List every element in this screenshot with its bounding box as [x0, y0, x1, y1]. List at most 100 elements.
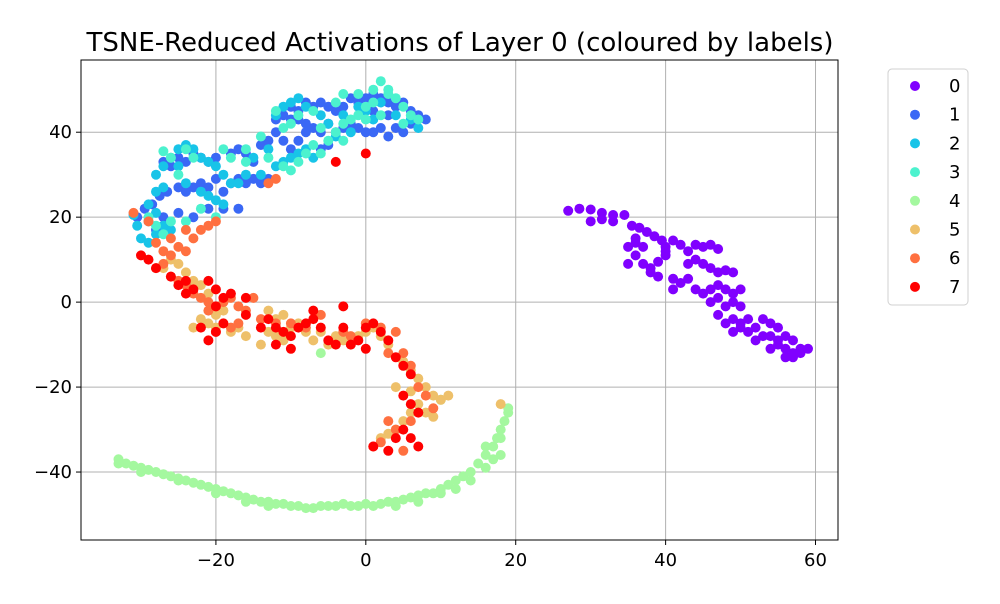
axis-ticks: −20 0 20 40 60 −40 −20 0 20 40 [34, 122, 827, 571]
data-point-label-5 [180, 267, 191, 278]
data-point-label-0 [735, 301, 746, 312]
data-point-label-3 [315, 148, 326, 159]
data-point-label-0 [668, 235, 679, 246]
data-point-label-7 [345, 339, 356, 350]
data-point-label-3 [151, 220, 161, 231]
data-point-label-2 [165, 224, 176, 235]
data-point-label-4 [360, 498, 371, 509]
data-point-label-2 [308, 152, 319, 163]
data-point-label-3 [375, 110, 386, 121]
series-4 [113, 348, 514, 514]
data-point-label-6 [315, 309, 326, 320]
data-point-label-4 [398, 494, 409, 505]
data-point-label-1 [180, 156, 191, 167]
data-point-label-0 [649, 231, 660, 242]
data-point-label-2 [285, 152, 296, 163]
data-point-label-3 [188, 152, 199, 163]
data-point-label-3 [360, 114, 371, 125]
data-point-label-3 [293, 156, 304, 167]
data-point-label-7 [368, 318, 379, 329]
data-point-label-0 [803, 343, 813, 354]
data-point-label-1 [375, 123, 386, 133]
data-point-label-3 [270, 106, 281, 116]
data-point-label-4 [315, 501, 326, 511]
data-point-label-6 [180, 246, 191, 257]
data-point-label-0 [698, 258, 709, 269]
data-point-label-2 [293, 93, 304, 104]
data-point-label-1 [368, 106, 379, 116]
data-point-label-7 [210, 284, 221, 295]
data-point-label-1 [398, 127, 409, 138]
data-point-label-0 [690, 254, 701, 265]
data-point-label-2 [285, 97, 296, 108]
data-point-label-1 [360, 93, 371, 104]
data-point-label-5 [308, 335, 319, 346]
data-point-label-1 [383, 97, 394, 108]
data-point-label-4 [255, 496, 266, 507]
data-point-label-4 [495, 433, 506, 444]
data-point-label-1 [390, 123, 401, 133]
data-point-label-4 [165, 471, 176, 482]
data-point-label-5 [195, 280, 206, 291]
data-point-label-2 [278, 101, 289, 112]
data-point-label-7 [218, 292, 229, 303]
data-point-label-0 [623, 241, 634, 252]
data-point-label-4 [428, 488, 439, 499]
data-point-label-2 [300, 101, 311, 112]
data-point-label-0 [758, 331, 768, 342]
data-point-label-1 [285, 144, 296, 155]
data-point-label-2 [195, 152, 206, 163]
data-point-label-2 [353, 101, 364, 112]
data-point-label-1 [360, 127, 371, 138]
data-point-label-2 [218, 169, 229, 180]
data-point-label-5 [405, 407, 416, 418]
data-point-label-3 [165, 152, 176, 163]
data-point-label-2 [270, 161, 281, 172]
data-point-label-0 [743, 326, 754, 337]
data-point-label-3 [398, 118, 409, 129]
data-point-label-0 [705, 297, 716, 308]
data-point-label-3 [390, 93, 401, 104]
data-point-label-2 [203, 156, 214, 167]
data-point-label-6 [428, 403, 439, 414]
data-point-label-4 [330, 501, 341, 511]
data-point-label-5 [443, 390, 454, 401]
data-point-label-7 [360, 322, 371, 333]
series-3 [143, 76, 424, 240]
data-point-label-0 [630, 237, 641, 248]
legend-marker-4 [910, 195, 920, 206]
data-point-label-6 [195, 292, 206, 303]
data-point-label-0 [743, 314, 754, 325]
data-point-label-4 [188, 477, 199, 488]
data-point-label-6 [398, 348, 409, 359]
data-point-label-5 [203, 288, 214, 299]
plot-area-frame [80, 59, 839, 541]
data-point-label-5 [390, 382, 401, 393]
data-point-label-0 [574, 203, 585, 214]
data-point-label-4 [113, 458, 124, 469]
data-point-label-5 [240, 331, 251, 342]
data-point-label-0 [585, 204, 596, 215]
data-point-label-0 [750, 322, 761, 333]
data-point-label-3 [405, 110, 416, 121]
data-point-label-3 [278, 123, 289, 133]
data-point-label-0 [780, 343, 791, 354]
data-point-label-1 [210, 173, 221, 184]
data-point-label-0 [713, 280, 724, 291]
data-point-label-0 [773, 322, 783, 333]
data-point-label-3 [398, 101, 409, 112]
data-point-label-0 [780, 352, 791, 363]
data-point-label-4 [338, 498, 349, 509]
data-point-label-0 [690, 239, 701, 250]
data-point-label-2 [323, 118, 334, 129]
data-point-label-7 [210, 326, 221, 337]
data-point-label-0 [713, 267, 724, 278]
data-point-label-0 [660, 246, 671, 257]
data-point-label-0 [596, 214, 607, 225]
data-point-label-3 [368, 84, 379, 95]
data-point-label-5 [173, 258, 184, 269]
data-point-label-4 [420, 488, 431, 499]
data-point-label-0 [765, 343, 776, 354]
legend-marker-6 [910, 253, 920, 264]
data-point-label-0 [765, 331, 776, 342]
